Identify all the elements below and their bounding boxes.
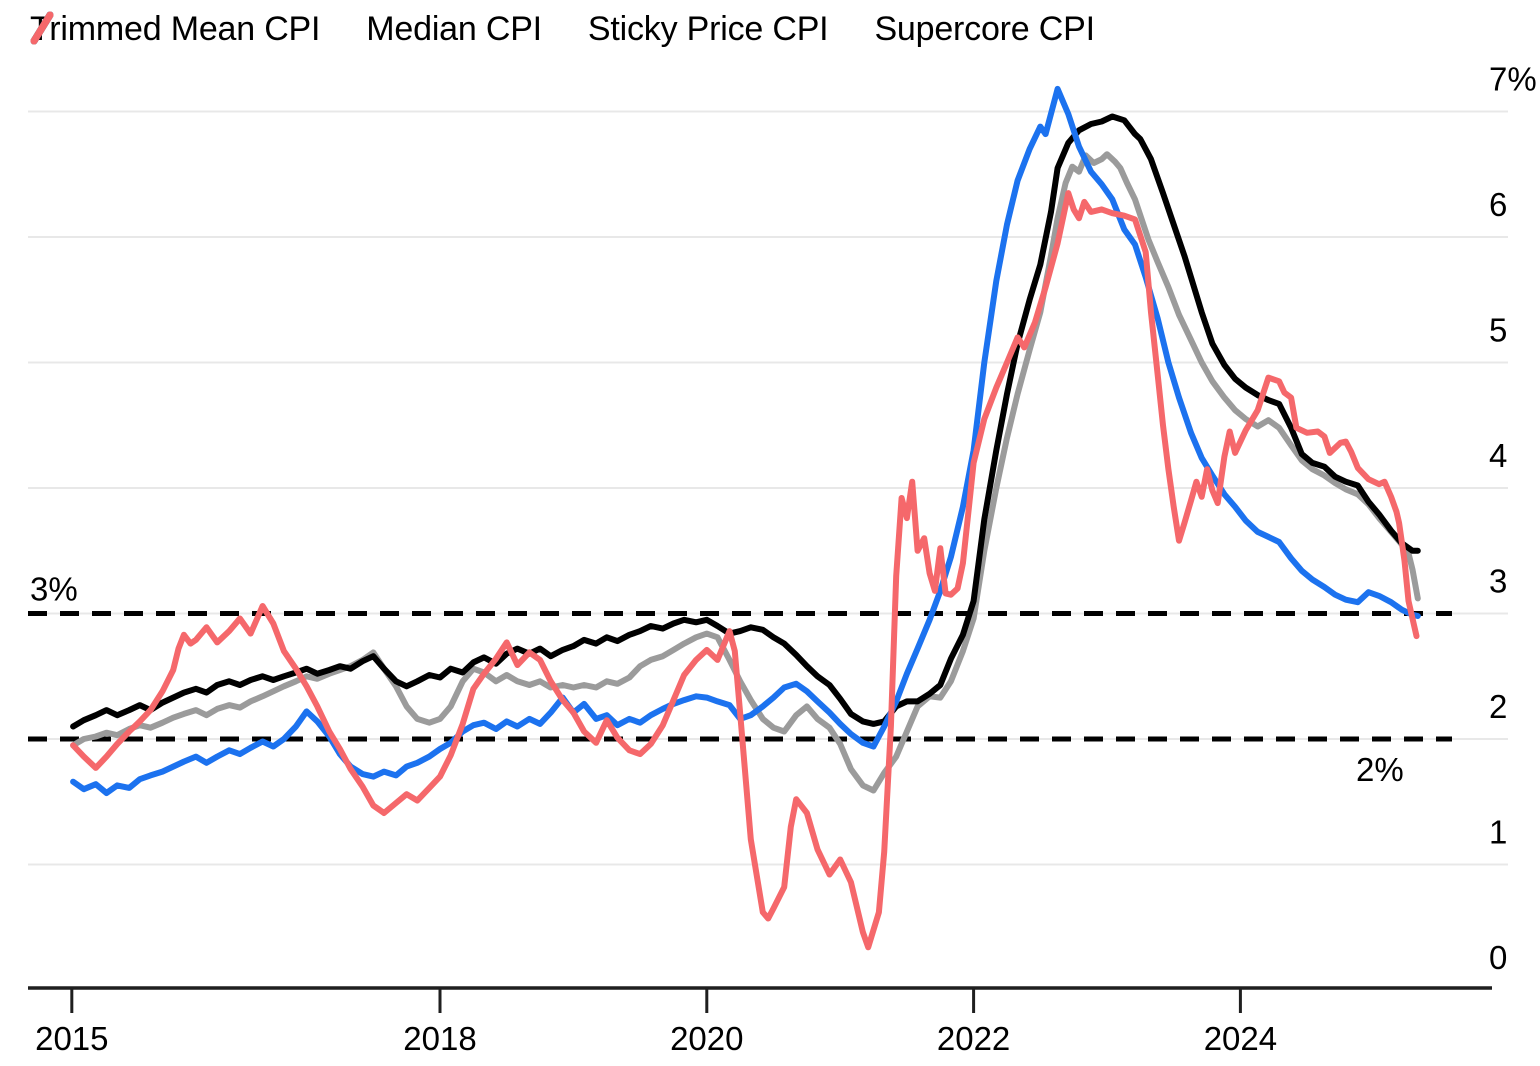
reference-label-2%: 2% — [1356, 751, 1404, 788]
x-axis-label-2018: 2018 — [403, 1020, 476, 1057]
y-axis-label-4: 4 — [1489, 437, 1507, 474]
legend-label: Trimmed Mean CPI — [30, 10, 321, 48]
series-lines — [70, 85, 1421, 951]
slash-icon — [30, 11, 54, 45]
series-line-trimmed-mean-cpi — [70, 85, 1421, 796]
legend-label: Median CPI — [366, 10, 542, 48]
y-axis-label-7: 7% — [1489, 61, 1537, 98]
reference-label-3%: 3% — [30, 571, 78, 608]
series-line-sticky-price-cpi — [70, 151, 1421, 794]
axis-labels: 7% 6 5 4 3 2 1 0 3% 2% 2015 2018 2020 2022 2024 — [30, 61, 1537, 1058]
x-axis-label-2024: 2024 — [1204, 1020, 1277, 1057]
y-axis-label-5: 5 — [1489, 312, 1507, 349]
legend-item-trimmed-mean-cpi[interactable]: Trimmed Mean CPI — [30, 10, 320, 49]
x-axis-label-2020: 2020 — [670, 1020, 743, 1057]
series-line-median-cpi — [70, 113, 1421, 730]
legend-label: Supercore CPI — [874, 10, 1095, 48]
series-line-supercore-cpi — [70, 190, 1420, 951]
y-axis-label-0: 0 — [1489, 939, 1507, 976]
legend-item-median-cpi[interactable]: Median CPI — [30, 10, 542, 49]
y-axis-label-2: 2 — [1489, 688, 1507, 725]
y-axis-label-6: 6 — [1489, 186, 1507, 223]
legend-item-sticky-price-cpi[interactable]: Sticky Price CPI — [30, 10, 829, 49]
x-axis-label-2015: 2015 — [35, 1020, 108, 1057]
x-axis — [28, 986, 1492, 1013]
legend-label: Sticky Price CPI — [587, 10, 829, 48]
legend-item-supercore-cpi[interactable]: Supercore CPI — [30, 10, 1095, 49]
y-axis-label-1: 1 — [1489, 814, 1507, 851]
x-axis-label-2022: 2022 — [937, 1020, 1010, 1057]
legend: Trimmed Mean CPI Median CPI Sticky Price… — [30, 10, 1095, 49]
y-axis-label-3: 3 — [1489, 563, 1507, 600]
